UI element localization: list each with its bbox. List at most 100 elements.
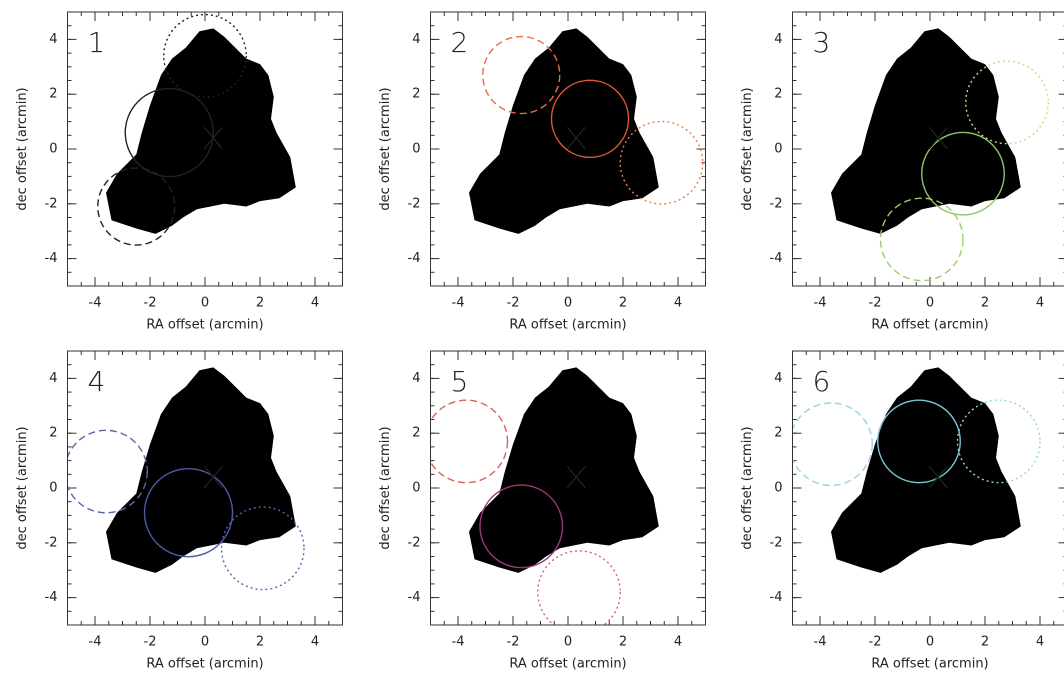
aperture-circle: [479, 484, 564, 569]
x-tick-label: 4: [311, 635, 319, 650]
panel-label: 2: [451, 26, 469, 59]
y-tick-label: 4: [412, 32, 420, 47]
x-tick-label: 2: [256, 635, 264, 650]
x-tick-label: 0: [564, 296, 572, 311]
panel: -4 -2 0 2 4 -4 -2 0 2 4 RA offset (arcmin) dec offs…: [15, 350, 343, 672]
x-tick-label: -4: [452, 635, 465, 650]
panel-label: 1: [88, 26, 106, 59]
panel-label: 4: [88, 365, 106, 398]
circles: [879, 60, 1049, 282]
y-tick-label: 2: [49, 426, 57, 441]
x-tick-label: -4: [452, 296, 465, 311]
y-tick-label: -4: [408, 251, 421, 266]
plot-frame: [430, 11, 706, 287]
y-tick-label: 2: [412, 426, 420, 441]
x-tick-label: -4: [89, 635, 102, 650]
aperture-circle: [143, 467, 234, 558]
y-tick-label: 2: [49, 87, 57, 102]
panel: -4 -2 0 2 4 -4 -2 0 2 4 RA offset (arcmin) dec offs…: [740, 11, 1064, 333]
y-tick-label: 2: [774, 87, 782, 102]
circles: [792, 399, 1041, 489]
x-tick-label: 4: [1036, 296, 1044, 311]
y-tick-label: 0: [412, 142, 420, 157]
circles: [97, 13, 247, 246]
y-axis-label: dec offset (arcmin): [378, 426, 393, 549]
y-tick-label: -2: [408, 535, 421, 550]
x-tick-label: 2: [619, 296, 627, 311]
y-tick-label: 4: [49, 32, 57, 47]
x-tick-label: 0: [201, 296, 209, 311]
y-axis-label: dec offset (arcmin): [740, 426, 755, 549]
panel-label: 3: [813, 26, 831, 59]
center-marker: [203, 465, 223, 489]
y-tick-label: 0: [49, 481, 57, 496]
aperture-circle: [792, 402, 873, 487]
x-tick-label: -2: [507, 296, 520, 311]
y-axis-label: dec offset (arcmin): [15, 87, 30, 210]
aperture-circle: [430, 399, 509, 484]
y-axis-label: dec offset (arcmin): [378, 87, 393, 210]
y-tick-label: -4: [770, 590, 783, 605]
aperture-circle: [879, 197, 964, 282]
x-tick-label: 2: [619, 635, 627, 650]
y-tick-label: 0: [774, 481, 782, 496]
panel-label: 6: [813, 365, 831, 398]
x-tick-label: 2: [981, 635, 989, 650]
x-axis-label: RA offset (arcmin): [871, 657, 988, 672]
aperture-circle: [965, 60, 1049, 145]
plot-frame: [792, 11, 1064, 287]
y-tick-label: 4: [49, 371, 57, 386]
y-tick-label: -4: [770, 251, 783, 266]
x-tick-label: 4: [311, 296, 319, 311]
aperture-circle: [921, 131, 1005, 216]
aperture-circle: [163, 13, 247, 98]
plot-frame: [430, 350, 706, 626]
x-tick-label: 2: [981, 296, 989, 311]
x-tick-label: -4: [89, 296, 102, 311]
panel: -4 -2 0 2 4 -4 -2 0 2 4 RA offset (arcmin) dec offs…: [15, 11, 343, 333]
y-tick-label: -4: [45, 251, 58, 266]
y-tick-label: 0: [412, 481, 420, 496]
y-tick-label: -4: [45, 590, 58, 605]
aperture-circle: [124, 87, 214, 178]
center-marker: [566, 465, 586, 489]
aperture-circle: [97, 167, 176, 246]
x-tick-label: 2: [256, 296, 264, 311]
x-axis-label: RA offset (arcmin): [509, 318, 626, 333]
y-tick-label: -4: [408, 590, 421, 605]
y-axis-label: dec offset (arcmin): [740, 87, 755, 210]
center-marker: [203, 126, 223, 150]
x-tick-label: 4: [674, 296, 682, 311]
y-axis-label: dec offset (arcmin): [15, 426, 30, 549]
y-tick-label: -2: [45, 535, 58, 550]
x-tick-label: -2: [869, 296, 882, 311]
aperture-circle: [67, 429, 148, 514]
x-tick-label: 4: [674, 635, 682, 650]
y-tick-label: 2: [412, 87, 420, 102]
plot-frame: [67, 350, 343, 626]
center-marker: [928, 126, 948, 150]
y-tick-label: 2: [774, 426, 782, 441]
x-tick-label: 0: [926, 296, 934, 311]
panel-label: 5: [451, 365, 469, 398]
aperture-circle: [537, 550, 621, 625]
circles: [482, 35, 704, 205]
x-tick-label: -2: [507, 635, 520, 650]
x-tick-label: -4: [814, 635, 827, 650]
x-tick-label: -2: [144, 635, 157, 650]
x-tick-label: -4: [814, 296, 827, 311]
x-tick-label: -2: [144, 296, 157, 311]
x-tick-label: -2: [869, 635, 882, 650]
aperture-circle: [550, 79, 630, 159]
panel: -4 -2 0 2 4 -4 -2 0 2 4 RA offset (arcmin) dec offs…: [740, 350, 1064, 672]
plot-frame: [67, 11, 343, 287]
y-tick-label: 4: [412, 371, 420, 386]
aperture-circle: [482, 35, 561, 115]
y-tick-label: -2: [45, 196, 58, 211]
aperture-circle: [619, 120, 704, 205]
circles: [430, 399, 621, 625]
center-marker: [928, 465, 948, 489]
y-tick-label: -2: [408, 196, 421, 211]
aperture-circle: [220, 506, 305, 591]
